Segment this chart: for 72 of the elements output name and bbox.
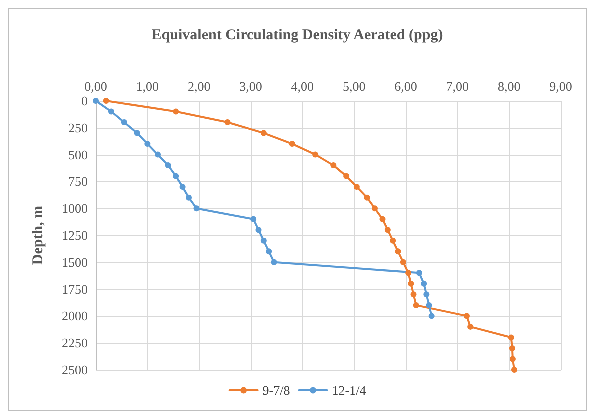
y-axis-title: Depth, m xyxy=(30,205,46,266)
y-tick-label: 2250 xyxy=(62,336,88,351)
point xyxy=(260,130,267,136)
point xyxy=(134,130,140,136)
point xyxy=(165,162,172,169)
point xyxy=(510,356,516,362)
x-tick-label: 9,00 xyxy=(550,79,572,94)
point xyxy=(464,313,470,320)
point xyxy=(364,194,370,201)
x-tick-label: 1,00 xyxy=(136,79,160,94)
point xyxy=(93,98,99,104)
point xyxy=(144,141,151,148)
point xyxy=(400,259,406,266)
x-tick-label: 7,00 xyxy=(446,79,470,94)
y-tick-label: 0 xyxy=(82,94,88,108)
point xyxy=(426,302,432,308)
point xyxy=(186,194,192,201)
point xyxy=(312,152,319,158)
y-tick-label: 250 xyxy=(68,120,88,136)
y-tick-label: 500 xyxy=(68,147,88,162)
point xyxy=(380,216,386,222)
x-tick-label: 4,00 xyxy=(291,79,314,94)
y-tick-label: 1000 xyxy=(62,201,88,216)
point xyxy=(271,259,278,266)
point xyxy=(289,141,296,148)
point xyxy=(330,162,337,169)
point xyxy=(416,270,422,276)
point xyxy=(121,120,128,126)
point xyxy=(354,184,360,190)
point xyxy=(344,173,350,180)
legend-label: 12-1/4 xyxy=(332,383,367,398)
x-tick-label: 3,00 xyxy=(240,79,262,94)
chart-title: Equivalent Circulating Density Aerated (ppg) xyxy=(152,28,444,44)
y-tick-label: 1750 xyxy=(62,282,88,297)
point xyxy=(390,238,396,244)
point xyxy=(428,313,435,320)
x-tick-label: 2,00 xyxy=(188,79,211,94)
y-tick-label: 750 xyxy=(68,174,88,190)
point xyxy=(395,248,402,255)
point xyxy=(509,345,516,352)
point xyxy=(384,227,391,234)
y-tick-label: 1500 xyxy=(62,254,88,270)
point xyxy=(224,120,231,126)
point xyxy=(180,184,186,190)
point xyxy=(424,292,430,298)
point xyxy=(250,216,257,222)
legend-label: 9-7/8 xyxy=(262,383,290,398)
point xyxy=(155,152,161,158)
point xyxy=(108,108,114,115)
x-tick-label: 8,00 xyxy=(498,79,521,94)
point xyxy=(508,334,514,341)
point xyxy=(103,98,110,104)
point xyxy=(408,280,414,287)
x-tick-label: 0,00 xyxy=(84,79,108,94)
point xyxy=(266,248,272,255)
point xyxy=(256,227,262,234)
point xyxy=(468,324,474,330)
point xyxy=(372,206,378,212)
y-tick-label: 1250 xyxy=(62,228,88,243)
point xyxy=(173,173,180,180)
y-tick-label: 2500 xyxy=(62,362,88,378)
point xyxy=(260,238,267,244)
point xyxy=(406,270,412,276)
x-tick-label: 5,00 xyxy=(342,79,366,94)
point xyxy=(410,292,417,298)
point xyxy=(421,280,428,287)
point xyxy=(173,108,180,115)
point xyxy=(512,367,518,373)
point xyxy=(413,302,420,308)
y-tick-label: 2000 xyxy=(62,308,88,324)
point xyxy=(194,206,200,212)
x-tick-label: 6,00 xyxy=(394,79,418,94)
